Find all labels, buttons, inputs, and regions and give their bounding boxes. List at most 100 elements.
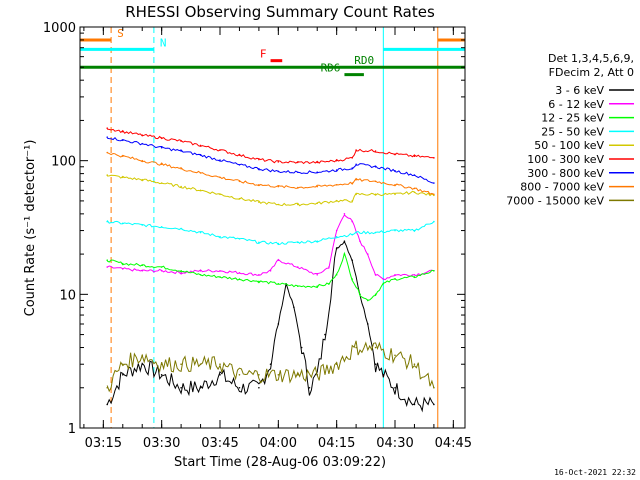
series-0-point-25: [413, 403, 416, 406]
legend-label-5: 100 - 300 keV: [527, 153, 604, 166]
series-3-point-0: [106, 220, 109, 223]
series-3-point-11: [316, 240, 319, 242]
legend: Det 1,3,4,5,6,9, FDecim 2, Att 0 3 - 6 k…: [506, 52, 634, 207]
legend-header-line-1: Det 1,3,4,5,6,9,: [548, 52, 634, 65]
series-3-point-15: [374, 231, 377, 234]
series-5-point-10: [296, 161, 299, 164]
series-3-point-12: [335, 235, 338, 238]
series-0-point-23: [382, 374, 385, 376]
series-2-point-6: [219, 276, 221, 278]
series-line-2: [106, 251, 435, 301]
legend-label-2: 12 - 25 keV: [541, 112, 604, 125]
series-2-point-3: [160, 266, 163, 268]
series-1-point-1: [121, 268, 124, 270]
y-tick-label-1: 10: [59, 288, 76, 303]
series-8-point-13: [355, 346, 357, 349]
series-6-point-3: [160, 146, 163, 149]
series-2-point-9: [277, 282, 280, 285]
series-0: [106, 240, 435, 413]
series-8-point-2: [141, 354, 144, 357]
series-5-point-9: [277, 161, 280, 163]
series-4-point-12: [335, 200, 338, 202]
series-line-5: [107, 128, 434, 165]
series-8-point-9: [277, 374, 280, 376]
series-7-point-13: [351, 182, 354, 184]
series-1-point-14: [335, 229, 338, 232]
x-tick-label-5: 04:30: [376, 436, 413, 451]
series-2-point-0: [106, 259, 109, 262]
series-1-point-3: [160, 269, 163, 272]
series-2-point-16: [359, 293, 361, 296]
series-1-point-5: [199, 269, 202, 272]
series-3: [106, 220, 435, 246]
series-1-point-0: [106, 266, 109, 268]
series-5-point-6: [219, 149, 221, 151]
series-0-point-10: [277, 323, 280, 325]
series-1-point-17: [359, 240, 361, 242]
series-3-point-13: [351, 233, 354, 236]
series-0-point-6: [219, 374, 221, 376]
series-5-point-14: [355, 149, 357, 151]
series-2-point-5: [199, 274, 202, 276]
legend-label-6: 300 - 800 keV: [527, 167, 604, 180]
series-0-point-17: [335, 247, 338, 250]
series-4-point-8: [258, 201, 260, 203]
series-0-point-0: [106, 403, 109, 406]
series-1-point-10: [277, 259, 280, 262]
y-axis-ticks: 1 10 100 1000: [43, 21, 465, 437]
series-1-point-2: [141, 269, 144, 272]
series-6-point-7: [238, 164, 241, 166]
series-4-point-4: [180, 185, 182, 188]
series-4-point-1: [121, 176, 124, 179]
series-3-point-14: [355, 231, 357, 234]
series-5-point-7: [238, 154, 241, 156]
series-4-point-11: [316, 202, 319, 205]
series-5-point-12: [335, 159, 338, 162]
series-7-point-16: [394, 183, 396, 186]
series-7-point-6: [219, 176, 221, 179]
series-4-point-15: [374, 193, 377, 196]
series-2-point-19: [382, 282, 385, 285]
series-1-point-18: [366, 253, 369, 255]
series-0-point-16: [324, 333, 326, 336]
legend-label-7: 800 - 7000 keV: [520, 181, 604, 194]
series-1-point-8: [258, 274, 260, 276]
series-2-point-17: [366, 299, 369, 302]
x-tick-label-0: 03:15: [85, 436, 122, 451]
series-2-point-10: [296, 285, 299, 288]
series-0-point-2: [141, 363, 144, 366]
series-2-point-20: [394, 278, 396, 280]
series-2-point-18: [374, 293, 377, 296]
series-2-point-22: [433, 269, 435, 272]
series-5-point-15: [374, 150, 377, 152]
series-1: [106, 213, 435, 281]
series-line-7: [106, 152, 435, 195]
series-2-point-13: [335, 274, 338, 276]
x-tick-label-2: 03:45: [201, 436, 238, 451]
series-5-point-1: [121, 130, 124, 133]
series-0-point-8: [258, 386, 260, 389]
series-4-point-10: [296, 203, 299, 206]
series-1-point-22: [413, 274, 416, 276]
x-axis-label: Start Time (28-Aug-06 03:09:22): [174, 455, 386, 470]
series-line-0: [106, 240, 435, 413]
series-3-point-4: [180, 227, 182, 230]
series-3-point-10: [296, 241, 299, 244]
series-4-point-0: [106, 174, 109, 176]
series-2-point-4: [180, 269, 182, 272]
series-7-point-9: [277, 185, 280, 188]
series-3-point-5: [199, 231, 202, 234]
series-2-point-11: [316, 285, 319, 288]
series-0-point-13: [300, 346, 303, 349]
series-6-point-10: [296, 171, 299, 173]
series-7-point-12: [335, 183, 338, 186]
series-5-point-16: [394, 153, 396, 155]
series-6-point-4: [180, 150, 182, 152]
series-0-point-14: [308, 386, 311, 389]
series-1-point-13: [328, 266, 330, 268]
series-0-point-1: [121, 374, 124, 376]
series-1-point-12: [316, 274, 319, 276]
series-3-point-6: [219, 235, 221, 238]
series-0-point-21: [366, 323, 369, 325]
series-1-point-15: [343, 213, 346, 215]
